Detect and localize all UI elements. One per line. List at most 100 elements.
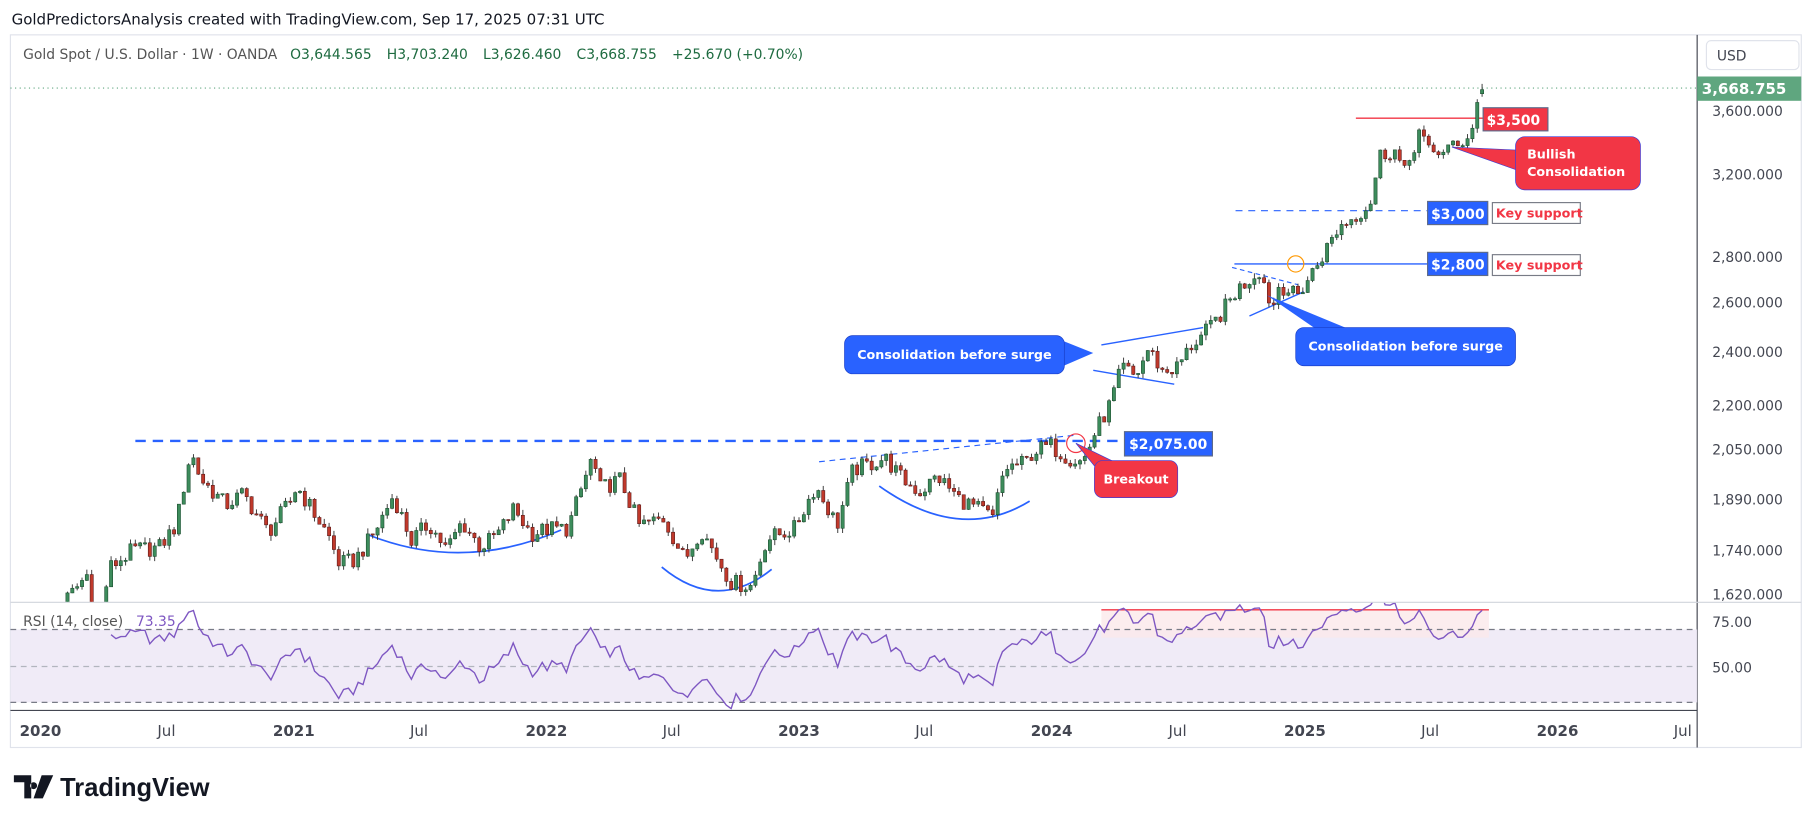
candle-body-down (646, 519, 651, 522)
label-2075[interactable]: $2,075.00 (1123, 431, 1213, 457)
time-axis[interactable]: 2020 Jul 2021 Jul 2022 Jul 2023 Jul 2024 Jul 2025 J… (20, 722, 1692, 740)
pennant-lower-line[interactable] (1249, 291, 1305, 317)
candle (477, 535, 482, 557)
candle-body-up (879, 460, 884, 468)
pennant-upper-line[interactable] (1231, 266, 1299, 286)
candle-body-up (365, 533, 370, 557)
candle (850, 463, 855, 486)
candle (646, 519, 651, 526)
candle (1092, 433, 1097, 449)
price-tick-label: 2,200.000 (1712, 399, 1783, 415)
last-price-tag: 3,668.755 (1697, 76, 1802, 101)
key-support-2800[interactable]: Key support (1491, 254, 1583, 277)
candle-body-down (336, 549, 341, 567)
key-support-3000[interactable]: Key support (1491, 202, 1583, 225)
candle (438, 532, 443, 548)
candle (298, 490, 302, 494)
candle (201, 469, 206, 486)
rounding-bottom-arc-2[interactable] (661, 566, 773, 592)
time-tick-label: Jul (409, 722, 428, 740)
candle-body-up (995, 492, 1000, 515)
tradingview-logo-text: TradingView (60, 774, 210, 802)
candle (579, 486, 583, 498)
flag-lower-line[interactable] (1093, 369, 1175, 385)
callout-consolidation-2[interactable]: Consolidation before surge (1266, 295, 1516, 367)
rsi-label: RSI (14, close) (23, 614, 123, 630)
candle-body-up (1310, 268, 1315, 281)
candle (734, 572, 738, 592)
breakout-circle[interactable] (1066, 433, 1086, 454)
candle (70, 584, 75, 594)
candle (947, 473, 952, 493)
candle (690, 548, 695, 562)
rsi-legend[interactable]: RSI (14, close) 73.35 (23, 610, 176, 631)
rounding-bottom-arc-3[interactable] (878, 485, 1031, 521)
candle (1354, 217, 1359, 225)
candle (278, 503, 283, 524)
callout-breakout[interactable]: Breakout (1075, 442, 1179, 498)
callout-bullish-consolidation[interactable]: Bullish Consolidation (1451, 136, 1641, 191)
callout-consolidation-1[interactable]: Consolidation before surge (844, 335, 1094, 375)
candle (1213, 316, 1218, 322)
candle-body-up (1078, 460, 1082, 465)
candle-body-up (419, 522, 424, 531)
candle-body-down (443, 542, 448, 545)
symbol-name[interactable]: Gold Spot / U.S. Dollar · 1W · OANDA (23, 47, 278, 63)
candle (1039, 439, 1044, 459)
candle (385, 504, 390, 519)
candle-body-down (564, 523, 569, 537)
candle (75, 583, 80, 591)
candlestick-series[interactable] (42, 83, 1484, 636)
candle-body-down (467, 531, 472, 534)
rsi-series[interactable] (110, 592, 1483, 710)
tradingview-logo[interactable]: TradingView (13, 774, 210, 802)
candle-body-up (181, 491, 186, 505)
candle-body-down (777, 528, 782, 536)
candle (462, 518, 467, 533)
candle-body-down (685, 549, 690, 557)
candle (409, 530, 414, 548)
candle-body-down (1262, 277, 1266, 283)
price-tick-label: 3,200.000 (1712, 168, 1783, 184)
currency-button[interactable] (1705, 40, 1800, 71)
candle-body-up (1145, 350, 1150, 362)
candle (797, 517, 801, 523)
candle (1024, 455, 1029, 460)
candle (1155, 346, 1160, 373)
candle-body-down (249, 496, 254, 515)
candle-body-up (453, 532, 457, 540)
candle (768, 535, 772, 554)
candle (1049, 435, 1053, 448)
candle-body-down (312, 498, 317, 518)
candle (244, 487, 249, 502)
rsi-highlight-zone[interactable] (1101, 609, 1489, 638)
candle (1383, 148, 1388, 163)
candle (235, 489, 239, 508)
label-3000[interactable]: $3,000 (1427, 200, 1489, 226)
candle-body-up (380, 514, 385, 529)
candle-body-up (1373, 177, 1378, 205)
flag-upper-line[interactable] (1101, 326, 1204, 346)
candle (269, 523, 273, 541)
rsi-axis[interactable]: 75.00 50.00 (1712, 615, 1752, 676)
candle (952, 483, 956, 497)
label-2800[interactable]: $2,800 (1427, 251, 1489, 277)
time-tick-label: Jul (156, 722, 175, 740)
price-axis[interactable]: 3,600.000 3,200.000 2,800.000 2,600.000 2,40… (1712, 104, 1783, 604)
candle-body-up (128, 543, 133, 561)
candle-body-up (356, 551, 361, 568)
candle (1257, 276, 1262, 284)
candle (84, 569, 89, 581)
candle (487, 530, 491, 553)
candle (128, 539, 133, 561)
price-tick-label: 1,890.000 (1712, 492, 1783, 508)
symbol-legend[interactable]: Gold Spot / U.S. Dollar · 1W · OANDA O3,… (23, 43, 803, 64)
label-3500[interactable]: $3,500 (1482, 107, 1549, 132)
candle (1397, 145, 1402, 163)
rsi-tick-label: 75.00 (1712, 615, 1752, 631)
candle (1315, 261, 1320, 270)
retest-circle[interactable] (1287, 255, 1305, 273)
candle-body-down (947, 478, 952, 489)
candle-body-up (341, 555, 346, 567)
